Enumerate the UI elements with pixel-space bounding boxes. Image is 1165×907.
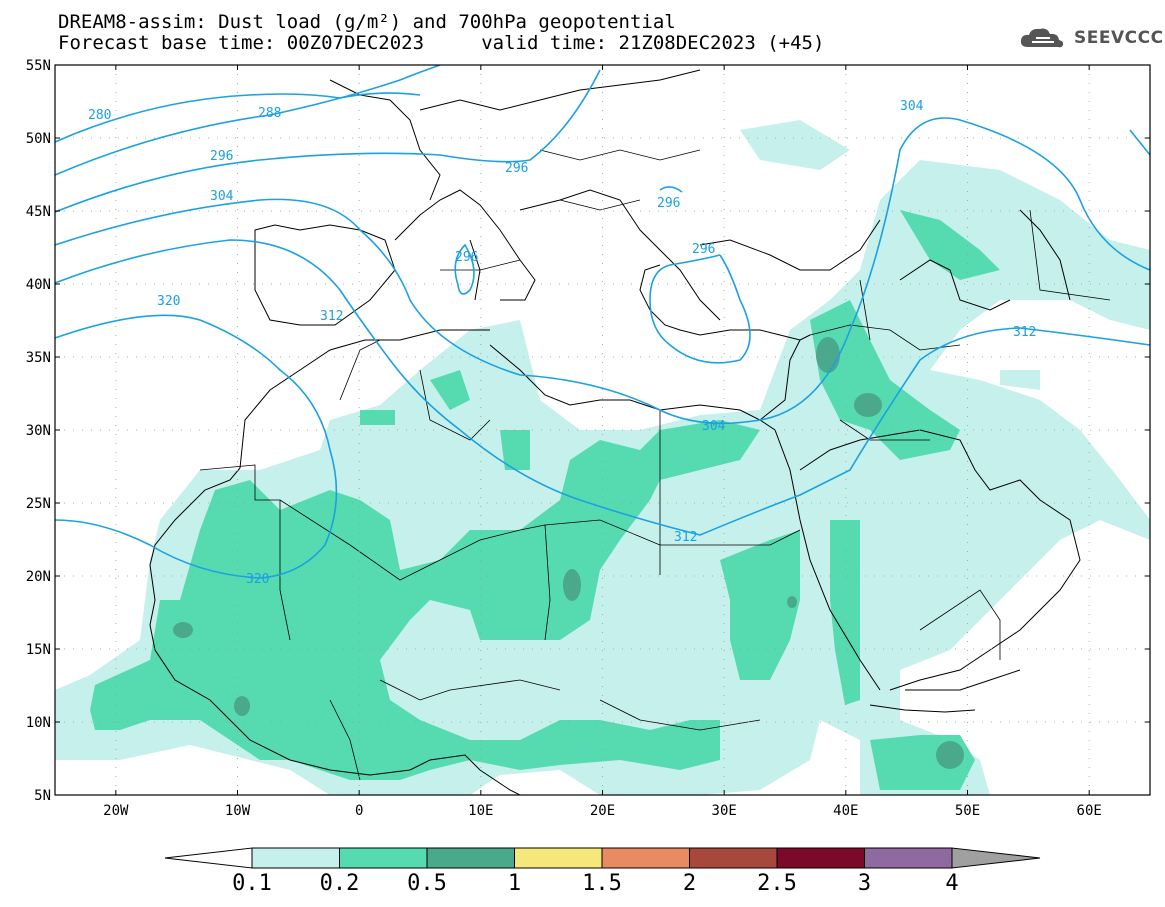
lon-tick-label: 30E [712,803,737,819]
lat-tick-label: 20N [26,569,51,585]
contour-label: 312 [320,309,343,324]
seevccc-logo: SEEVCCC [1018,25,1164,51]
dust-fields [55,120,1150,795]
colorbar-label: 0.1 [232,871,272,896]
colorbar-label: 1.5 [582,871,622,896]
contour-label: 304 [900,99,924,114]
lat-tick-label: 40N [26,277,51,293]
lon-tick-label: 50E [955,803,980,819]
lat-tick-label: 15N [26,642,51,658]
lat-tick-label: 5N [34,788,51,804]
lon-tick-label: 10W [225,803,251,819]
contour-label: 296 [210,149,233,164]
lat-tick-label: 45N [26,204,51,220]
lat-tick-label: 10N [26,715,51,731]
borders [199,149,1111,781]
dust-mid-areas [90,210,1000,790]
lat-tick-label: 50N [26,131,51,147]
lat-tick-label: 55N [26,58,51,74]
lon-axis: 20W 10W 0 10E 20E 30E 40E 50E 60E [103,65,1102,819]
colorbar-swatch [776,847,865,869]
colorbar-over-arrow [951,847,1041,869]
cloud-icon [1020,28,1064,48]
contour-label: 296 [455,250,478,265]
lat-axis: 55N 50N 45N 40N 35N 30N 25N 20N 15N 10N 5N [26,58,1150,804]
lon-tick-label: 60E [1077,803,1102,819]
colorbar-label: 0.5 [407,871,447,896]
colorbar: 0.1 0.2 0.5 1 1.5 2 2.5 3 4 [164,847,1041,896]
contour-label: 312 [674,530,697,545]
contour-label: 296 [692,242,715,257]
colorbar-label: 3 [858,871,871,896]
lon-tick-label: 20W [103,803,129,819]
colorbar-swatch [426,847,515,869]
colorbar-swatch [514,847,603,869]
geopotential-contours [55,65,1150,579]
contour-label: 304 [210,189,234,204]
contour-label: 296 [505,161,528,176]
contour-label: 296 [657,196,680,211]
lon-tick-label: 20E [590,803,615,819]
colorbar-label: 4 [945,871,958,896]
lat-tick-label: 35N [26,350,51,366]
contour-label: 288 [258,106,281,121]
chart-title: DREAM8-assim: Dust load (g/m²) and 700hP… [58,11,676,33]
colorbar-label: 1 [508,871,521,896]
colorbar-under-arrow [164,847,253,869]
colorbar-swatch [339,847,428,869]
lat-tick-label: 30N [26,423,51,439]
contour-labels: 280 288 296 304 320 296 312 296 296 304 … [88,99,1036,587]
dust-dark-areas [173,337,964,769]
lon-tick-label: 40E [833,803,858,819]
lon-tick-label: 10E [468,803,493,819]
contour-label: 280 [88,108,111,123]
contour-label: 320 [246,572,269,587]
colorbar-label: 2 [683,871,696,896]
lon-tick-label: 0 [355,803,363,819]
contour-label: 312 [1013,325,1036,340]
logo-text: SEEVCCC [1074,28,1164,48]
colorbar-swatch [864,847,953,869]
lat-tick-label: 25N [26,496,51,512]
contour-label: 304 [702,419,726,434]
colorbar-swatch [251,847,340,869]
colorbar-label: 0.2 [320,871,360,896]
colorbar-label: 2.5 [757,871,797,896]
contour-label: 320 [157,294,180,309]
chart-subtitle: Forecast base time: 00Z07DEC2023 valid t… [58,32,825,54]
colorbar-swatch [689,847,778,869]
colorbar-swatch [601,847,690,869]
